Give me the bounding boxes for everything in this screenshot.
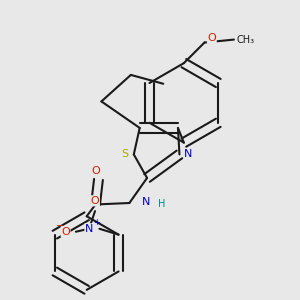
- Text: −: −: [56, 221, 64, 231]
- Text: N: N: [141, 196, 150, 206]
- Text: O: O: [91, 166, 100, 176]
- Text: N: N: [184, 149, 193, 159]
- Text: O: O: [61, 227, 70, 237]
- Text: H: H: [158, 200, 166, 209]
- Text: N: N: [85, 224, 93, 234]
- Text: O: O: [91, 196, 99, 206]
- Text: +: +: [93, 218, 100, 227]
- Text: O: O: [208, 33, 216, 43]
- Text: S: S: [122, 149, 128, 159]
- Text: CH₃: CH₃: [237, 34, 255, 45]
